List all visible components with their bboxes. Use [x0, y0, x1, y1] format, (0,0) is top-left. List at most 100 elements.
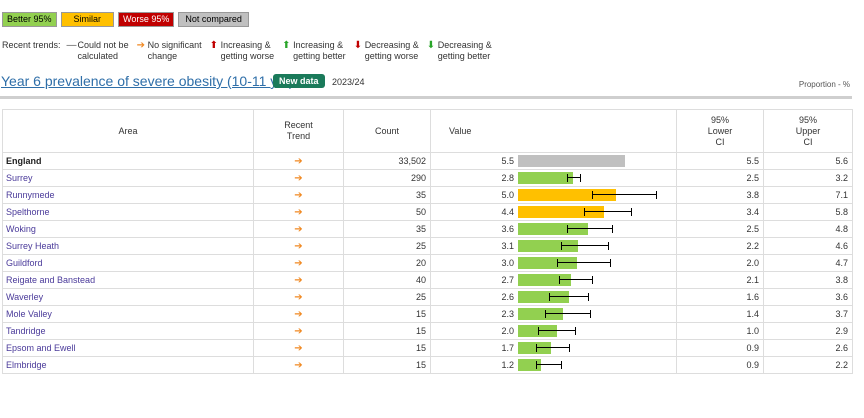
value-text: 2.8: [501, 173, 514, 183]
trend-arrow-icon[interactable]: ➔: [253, 152, 344, 170]
value-text: 2.6: [501, 292, 514, 302]
upper-ci-cell: 5.6: [763, 152, 853, 170]
area-name-link[interactable]: Elmbridge: [2, 356, 254, 374]
trend-arrow-icon[interactable]: ➔: [253, 220, 344, 238]
confidence-interval-cap: [609, 259, 611, 267]
lower-ci-cell: 1.0: [676, 322, 764, 340]
header-count[interactable]: Count: [343, 109, 431, 153]
area-name-link[interactable]: Spelthorne: [2, 203, 254, 221]
header-upper-ci[interactable]: 95% Upper CI: [763, 109, 853, 153]
trend-legend-item: ⬆ Increasing & getting worse: [210, 40, 275, 62]
area-name-link[interactable]: Waverley: [2, 288, 254, 306]
area-name-link[interactable]: Surrey: [2, 169, 254, 187]
trend-arrow-icon[interactable]: ➔: [253, 356, 344, 374]
benchmark-bar[interactable]: [518, 155, 626, 167]
table-row: Elmbridge ➔ 15 1.2 0.9 2.2: [2, 356, 853, 374]
value-bar[interactable]: [518, 359, 542, 371]
header-lower-ci[interactable]: 95% Lower CI: [676, 109, 764, 153]
area-name-link[interactable]: Tandridge: [2, 322, 254, 340]
area-name-link[interactable]: Woking: [2, 220, 254, 238]
confidence-interval-cap: [592, 191, 594, 199]
legend-worse-badge: Worse 95%: [118, 12, 175, 27]
value-cell: 5.5: [430, 152, 677, 170]
area-comparison-table: Area Recent Trend Count Value 95% Lower CI …: [2, 109, 853, 374]
area-name-link[interactable]: Runnymede: [2, 186, 254, 204]
confidence-interval-cap: [549, 293, 551, 301]
value-text: 2.7: [501, 275, 514, 285]
value-bar[interactable]: [518, 206, 604, 218]
confidence-interval-cap: [558, 276, 560, 284]
trend-arrow-icon[interactable]: ➔: [253, 271, 344, 289]
value-bar[interactable]: [518, 189, 616, 201]
confidence-interval-cap: [545, 310, 547, 318]
trend-legend-label: Increasing &: [293, 40, 344, 50]
count-cell: 50: [343, 203, 431, 221]
upper-ci-cell: 3.7: [763, 305, 853, 323]
header-recent-trend[interactable]: Recent Trend: [253, 109, 344, 153]
trend-arrow-icon[interactable]: ➔: [253, 169, 344, 187]
trend-arrow-icon[interactable]: ➔: [253, 237, 344, 255]
value-bar[interactable]: [518, 308, 563, 320]
confidence-interval-cap: [537, 327, 539, 335]
trend-legend-label: Decreasing &: [437, 40, 492, 50]
header-area[interactable]: Area: [2, 109, 254, 153]
value-bar[interactable]: [518, 342, 552, 354]
value-bar-area: [518, 306, 674, 322]
value-bar[interactable]: [518, 172, 573, 184]
trend-arrow-icon[interactable]: ➔: [253, 305, 344, 323]
table-body: England ➔ 33,502 5.5 5.5 5.6 Surrey ➔ 290 2.8 2.5 3…: [2, 152, 853, 374]
area-name-link[interactable]: Guildford: [2, 254, 254, 272]
trend-arrow-icon[interactable]: ➔: [253, 339, 344, 357]
confidence-interval-cap: [566, 225, 568, 233]
trend-legend-label: No significant: [147, 40, 202, 50]
value-cell: 2.7: [430, 271, 677, 289]
trend-arrow-icon[interactable]: ➔: [253, 288, 344, 306]
trend-legend-item: ➔ No significant change: [137, 40, 202, 62]
header-value[interactable]: Value: [430, 109, 677, 153]
value-text: 1.2: [501, 360, 514, 370]
area-name-link[interactable]: Epsom and Ewell: [2, 339, 254, 357]
value-unit: Proportion - %: [798, 80, 850, 89]
value-bar[interactable]: [518, 257, 577, 269]
arrow-up-icon: ⬆: [282, 40, 291, 51]
area-name-link[interactable]: Reigate and Banstead: [2, 271, 254, 289]
confidence-interval-cap: [580, 174, 582, 182]
confidence-interval-cap: [588, 293, 590, 301]
confidence-interval-cap: [584, 208, 586, 216]
value-bar[interactable]: [518, 291, 569, 303]
legend-better-badge: Better 95%: [2, 12, 57, 27]
value-bar-area: [518, 289, 674, 305]
value-bar-area: [518, 204, 674, 220]
trend-legend-label: calculated: [77, 51, 119, 61]
area-name-link[interactable]: Mole Valley: [2, 305, 254, 323]
value-bar[interactable]: [518, 223, 589, 235]
trend-legend-label: getting worse: [364, 51, 419, 61]
trend-arrow-icon[interactable]: ➔: [253, 322, 344, 340]
dash-icon: —: [66, 40, 77, 51]
arrow-up-icon: ⬆: [209, 40, 218, 51]
table-row: Woking ➔ 35 3.6 2.5 4.8: [2, 220, 853, 238]
indicator-title-link[interactable]: Year 6 prevalence of severe obesity (10-…: [1, 73, 294, 89]
area-name-link[interactable]: Surrey Heath: [2, 237, 254, 255]
confidence-interval-line: [558, 279, 593, 280]
arrow-down-icon: ⬇: [353, 40, 363, 51]
value-bar[interactable]: [518, 274, 571, 286]
value-bar[interactable]: [518, 240, 579, 252]
upper-ci-cell: 3.8: [763, 271, 853, 289]
significance-legend: Better 95% Similar Worse 95% Not compare…: [2, 12, 249, 27]
count-cell: 20: [343, 254, 431, 272]
count-cell: 15: [343, 322, 431, 340]
value-cell: 1.2: [430, 356, 677, 374]
table-row: Surrey ➔ 290 2.8 2.5 3.2: [2, 169, 853, 187]
trend-arrow-icon[interactable]: ➔: [253, 203, 344, 221]
upper-ci-cell: 3.6: [763, 288, 853, 306]
upper-ci-cell: 4.7: [763, 254, 853, 272]
trend-arrow-icon[interactable]: ➔: [253, 254, 344, 272]
value-text: 1.7: [501, 343, 514, 353]
confidence-interval-line: [535, 347, 569, 348]
confidence-interval-cap: [607, 242, 609, 250]
upper-ci-cell: 2.6: [763, 339, 853, 357]
table-header-row: Area Recent Trend Count Value 95% Lower CI …: [2, 109, 853, 153]
value-bar-area: [518, 340, 674, 356]
trend-arrow-icon[interactable]: ➔: [253, 186, 344, 204]
